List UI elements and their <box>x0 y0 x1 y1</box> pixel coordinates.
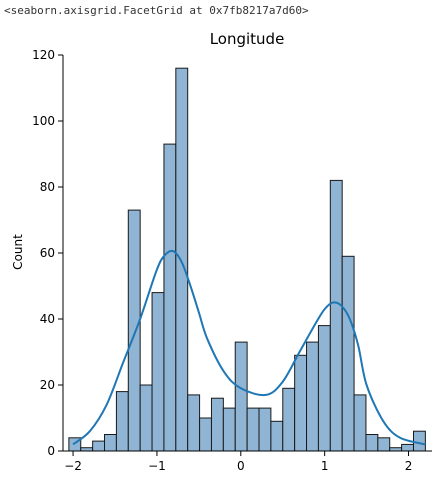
histogram-bar <box>294 354 308 452</box>
x-tick-label: 0 <box>237 459 245 473</box>
histogram-bar <box>377 437 391 452</box>
histogram-bar <box>365 434 379 452</box>
histogram-bar <box>329 179 343 452</box>
histogram-bar <box>92 440 106 452</box>
y-tick-label: 100 <box>32 114 55 128</box>
histogram-bar <box>353 394 367 452</box>
histogram-bar <box>151 292 165 452</box>
axes-group: 0 20 40 60 80 100 120 −2 −1 0 1 2 <box>32 48 432 473</box>
histogram-bar <box>210 397 224 452</box>
x-tick-label: 1 <box>321 459 329 473</box>
output-repr-text: <seaborn.axisgrid.FacetGrid at 0x7fb8217… <box>4 4 309 17</box>
bars-group <box>68 67 426 452</box>
histogram-bar <box>199 417 212 452</box>
histogram-bar <box>401 443 414 452</box>
y-tick-label: 0 <box>47 444 55 458</box>
histogram-bar <box>234 341 248 452</box>
histogram-bar <box>246 407 260 452</box>
y-tick-label: 80 <box>40 180 55 194</box>
histogram-bar <box>222 407 236 452</box>
histogram-bar <box>104 434 117 452</box>
histogram-bar <box>341 255 355 452</box>
x-tick-label: 2 <box>405 459 413 473</box>
histogram-bar <box>317 325 331 452</box>
histogram-bar <box>127 209 141 452</box>
histogram-bar <box>163 143 177 452</box>
y-tick-label: 20 <box>40 378 55 392</box>
histogram-bar <box>258 407 272 452</box>
y-tick-label: 120 <box>32 48 55 62</box>
chart-title: Longitude <box>210 30 285 48</box>
histogram-bar <box>270 420 284 452</box>
histogram-bar <box>187 394 201 452</box>
y-tick-label: 40 <box>40 312 55 326</box>
histogram-bar <box>412 430 426 452</box>
y-axis-label: Count <box>11 234 25 270</box>
y-tick-label: 60 <box>40 246 55 260</box>
histogram-bar <box>115 391 129 452</box>
kde-curve <box>72 249 426 446</box>
x-tick-label: −1 <box>148 459 166 473</box>
histogram-bar <box>139 384 153 452</box>
x-tick-label: −2 <box>64 459 82 473</box>
histogram-bar <box>282 387 296 452</box>
histogram-bar <box>306 341 319 452</box>
histogram-bar <box>175 67 189 452</box>
